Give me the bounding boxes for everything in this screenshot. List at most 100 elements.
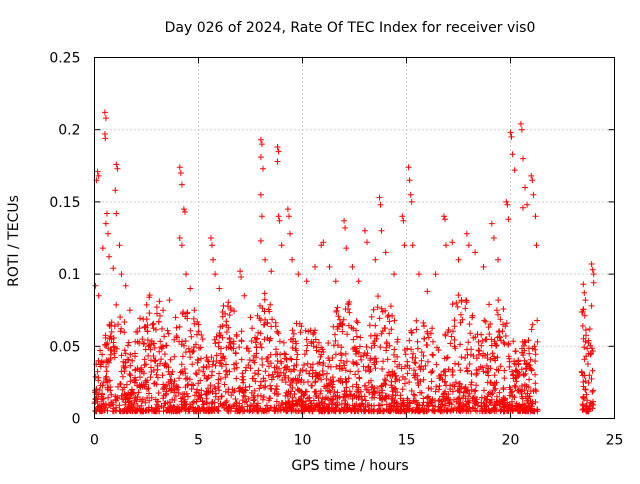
data-point	[138, 364, 145, 371]
data-point	[524, 406, 531, 412]
data-point	[497, 407, 504, 414]
data-point	[116, 242, 123, 249]
data-point	[288, 356, 295, 363]
data-point	[95, 403, 102, 410]
data-point	[418, 349, 425, 356]
data-point	[248, 338, 255, 344]
data-point	[392, 358, 398, 365]
data-point	[140, 341, 147, 347]
data-point	[521, 357, 528, 364]
data-point	[410, 391, 417, 398]
data-point	[348, 391, 355, 398]
data-point	[203, 364, 210, 370]
data-point	[233, 402, 240, 409]
data-point	[361, 227, 368, 234]
data-point	[353, 333, 360, 340]
data-point	[432, 388, 439, 395]
data-point	[278, 360, 285, 367]
data-point	[184, 382, 191, 389]
data-point	[378, 383, 385, 390]
data-point	[360, 352, 367, 359]
data-point	[445, 400, 452, 407]
data-point	[258, 141, 265, 148]
data-point	[409, 354, 416, 361]
data-point	[183, 390, 190, 397]
data-point	[126, 307, 133, 314]
data-point	[258, 213, 265, 220]
data-point	[338, 344, 345, 351]
data-point	[527, 356, 534, 363]
data-point	[416, 408, 423, 415]
data-point	[384, 356, 391, 363]
data-point	[508, 389, 515, 396]
data-point	[233, 375, 240, 382]
data-point	[161, 384, 168, 391]
data-point	[309, 367, 316, 374]
data-point	[250, 375, 257, 382]
data-point	[512, 383, 519, 390]
data-point	[502, 396, 509, 403]
data-point	[590, 279, 597, 286]
data-point	[218, 345, 224, 352]
data-point	[291, 391, 298, 397]
data-point	[400, 217, 407, 224]
data-point	[275, 213, 282, 220]
data-point	[195, 328, 202, 335]
data-point	[341, 397, 348, 404]
data-point	[445, 366, 452, 373]
data-point	[457, 367, 464, 374]
axis-ticks	[94, 57, 615, 419]
data-point	[243, 345, 250, 352]
data-point	[420, 319, 427, 326]
data-point	[476, 366, 482, 373]
data-point	[276, 365, 282, 372]
data-point	[466, 361, 473, 367]
data-point	[182, 370, 189, 377]
data-point	[404, 370, 411, 377]
data-point	[155, 390, 162, 396]
data-point	[316, 372, 323, 379]
data-point	[195, 357, 202, 364]
data-point	[508, 133, 515, 140]
data-point	[178, 361, 185, 368]
data-point	[199, 336, 206, 343]
data-point	[449, 301, 456, 308]
data-point	[325, 340, 332, 346]
data-point	[140, 316, 147, 323]
data-point	[301, 391, 308, 398]
data-point	[406, 177, 413, 184]
data-point	[450, 328, 456, 335]
data-point	[504, 201, 511, 208]
data-point	[184, 375, 191, 382]
data-point	[198, 387, 205, 394]
data-point	[146, 390, 152, 397]
data-point	[394, 339, 401, 345]
data-point	[241, 292, 248, 299]
data-point	[525, 345, 532, 352]
data-point	[106, 377, 113, 384]
data-point	[141, 383, 148, 390]
data-point	[390, 407, 397, 414]
data-point	[530, 191, 537, 198]
data-point	[487, 399, 494, 406]
data-point	[581, 344, 588, 351]
data-point	[479, 364, 486, 371]
data-point	[129, 389, 136, 396]
data-point	[256, 385, 263, 392]
data-point	[436, 397, 443, 403]
data-point	[405, 164, 412, 171]
data-point	[532, 213, 539, 220]
data-point	[99, 245, 106, 252]
data-point	[363, 386, 370, 393]
data-point	[240, 379, 247, 386]
data-point	[394, 403, 401, 410]
data-point	[267, 351, 274, 358]
data-point	[495, 256, 501, 263]
data-point	[284, 393, 291, 400]
data-point	[216, 359, 223, 366]
data-point	[233, 360, 240, 367]
data-point	[323, 375, 330, 382]
data-point	[176, 323, 183, 330]
data-point	[94, 368, 101, 375]
